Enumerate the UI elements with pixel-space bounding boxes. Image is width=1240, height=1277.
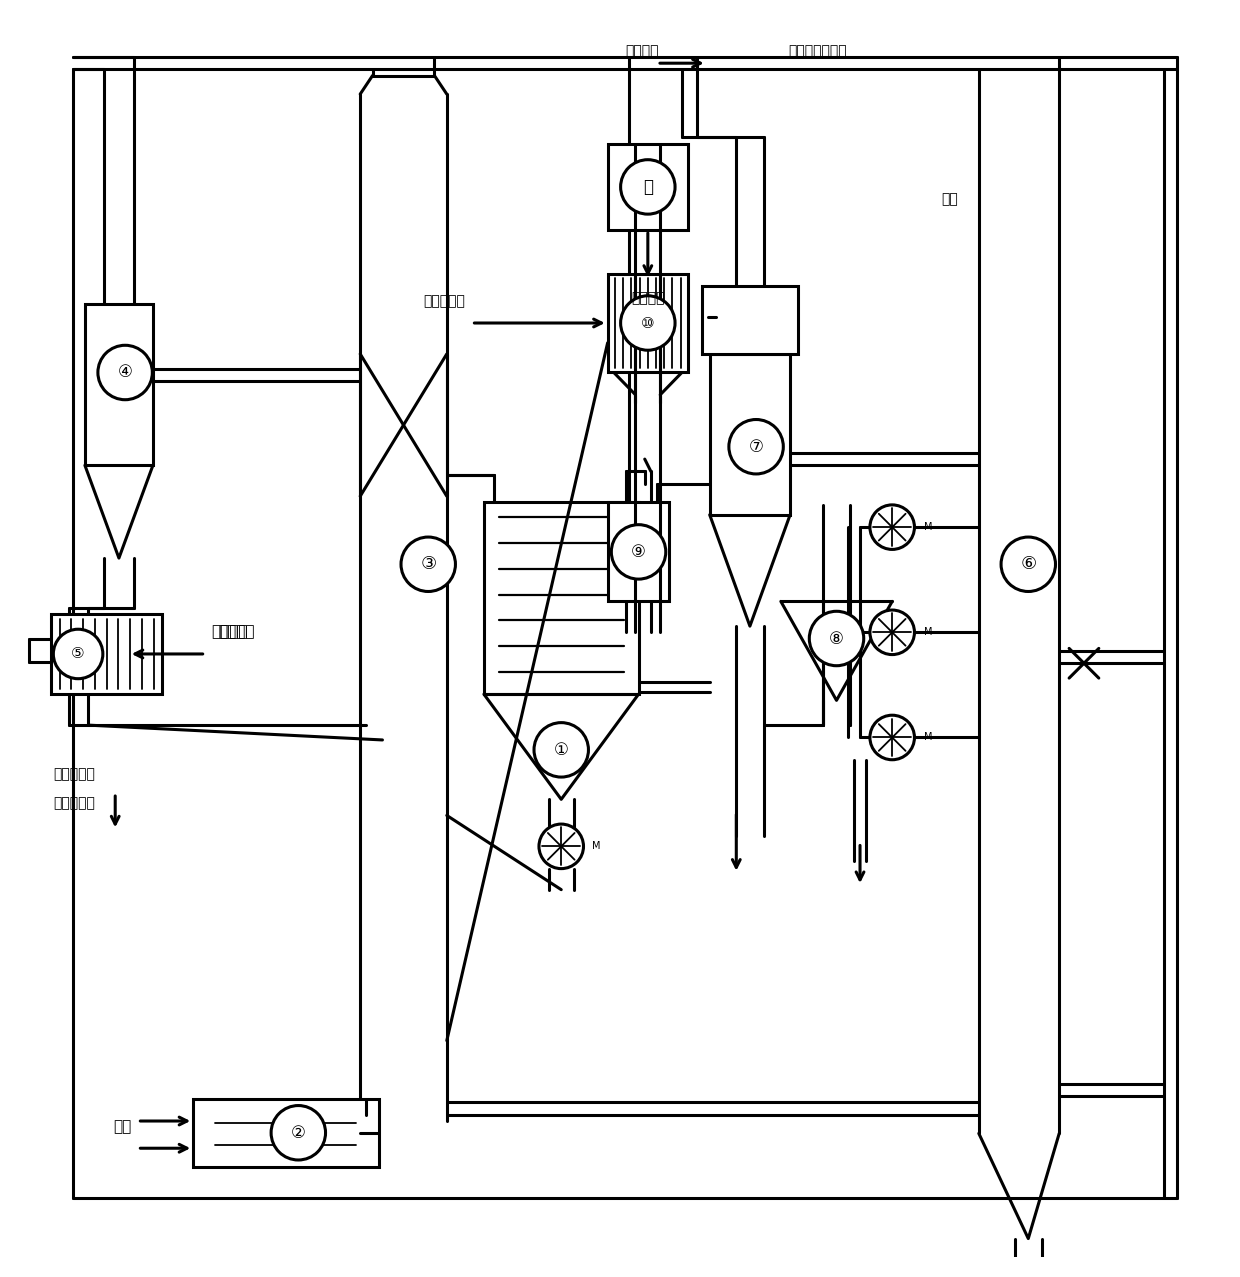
Text: M: M <box>593 842 600 852</box>
Text: 去亚硫酸镁储仓: 去亚硫酸镁储仓 <box>789 43 847 57</box>
Text: ③: ③ <box>420 555 436 573</box>
Circle shape <box>870 715 914 760</box>
Text: ⑦: ⑦ <box>749 438 764 456</box>
Text: 燃料: 燃料 <box>113 1119 131 1134</box>
Bar <box>709 354 790 515</box>
Text: M: M <box>924 733 932 742</box>
Circle shape <box>401 538 455 591</box>
Circle shape <box>810 612 864 665</box>
Text: 副产硫磺: 副产硫磺 <box>625 43 658 57</box>
Text: 进一步降温: 进一步降温 <box>53 767 95 782</box>
Text: ⑧: ⑧ <box>830 630 844 647</box>
Text: M: M <box>924 522 932 533</box>
Circle shape <box>98 345 153 400</box>
Circle shape <box>620 296 675 350</box>
Bar <box>608 143 688 230</box>
Bar <box>51 614 162 695</box>
Text: 回脱硫系统: 回脱硫系统 <box>424 294 465 308</box>
Circle shape <box>620 160 675 215</box>
Circle shape <box>272 1106 326 1160</box>
Bar <box>84 304 153 465</box>
Bar <box>608 502 670 601</box>
Text: ⑪: ⑪ <box>642 178 652 195</box>
Circle shape <box>539 824 584 868</box>
Text: M: M <box>924 627 932 637</box>
Text: 回脱硫系统: 回脱硫系统 <box>53 796 95 810</box>
Text: ⑥: ⑥ <box>1021 555 1037 573</box>
Text: ⑤: ⑤ <box>71 646 84 661</box>
Circle shape <box>870 610 914 655</box>
Bar <box>702 286 797 354</box>
Circle shape <box>729 420 784 474</box>
Text: ④: ④ <box>118 364 133 382</box>
Circle shape <box>1001 538 1055 591</box>
Bar <box>484 502 639 695</box>
Text: 助燃空气: 助燃空气 <box>218 624 254 640</box>
Circle shape <box>870 504 914 549</box>
Circle shape <box>53 630 103 678</box>
Text: ①: ① <box>554 741 569 759</box>
Circle shape <box>611 525 666 578</box>
Circle shape <box>534 723 589 778</box>
Text: ⑩: ⑩ <box>641 315 655 331</box>
Text: 助燃空气: 助燃空气 <box>212 624 248 640</box>
Text: ②: ② <box>291 1124 306 1142</box>
Text: 副产硫磺: 副产硫磺 <box>631 291 665 305</box>
Bar <box>193 1098 378 1167</box>
Text: ⑨: ⑨ <box>631 543 646 561</box>
Text: 乏碳: 乏碳 <box>941 193 959 207</box>
Bar <box>608 273 688 373</box>
